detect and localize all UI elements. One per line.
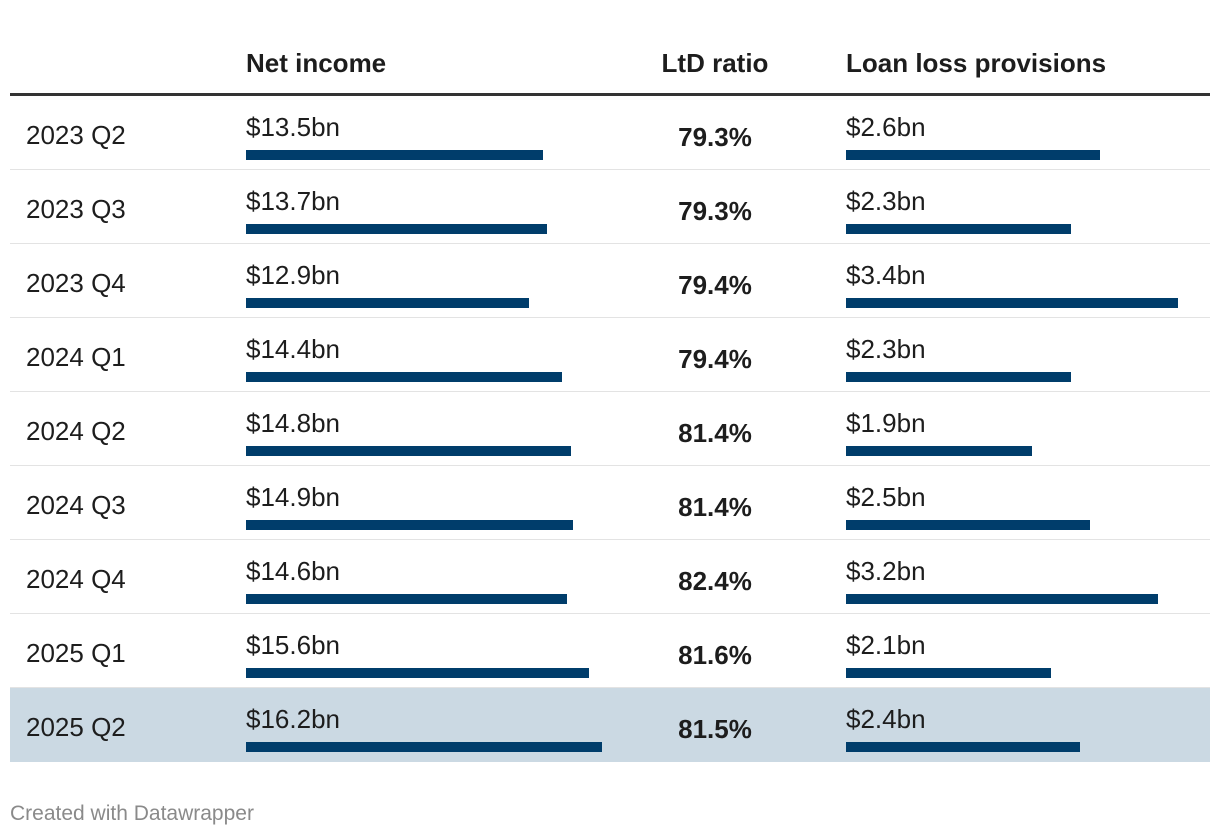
table-row: 2024 Q4 $14.6bn 82.4% $3.2bn [10, 540, 1210, 614]
row-period-label: 2025 Q1 [26, 638, 126, 668]
net-income-cell: $14.8bn [246, 408, 626, 458]
net-income-bar [246, 520, 574, 530]
loan-loss-provisions-value: $3.2bn [846, 556, 926, 586]
net-income-bar [246, 742, 602, 752]
net-income-value: $14.4bn [246, 334, 340, 364]
loan-loss-provisions-bar [846, 224, 1071, 234]
loan-loss-provisions-cell: $2.6bn [846, 112, 1191, 162]
loan-loss-provisions-bar [846, 520, 1091, 530]
net-income-value: $13.5bn [246, 112, 340, 142]
header-net-income: Net income [246, 48, 387, 78]
net-income-value: $14.9bn [246, 482, 340, 512]
header-ltd-ratio: LtD ratio [661, 48, 769, 78]
loan-loss-provisions-cell: $1.9bn [846, 408, 1191, 458]
net-income-value: $14.8bn [246, 408, 340, 438]
table-row: 2023 Q2 $13.5bn 79.3% $2.6bn [10, 96, 1210, 170]
net-income-bar [246, 372, 563, 382]
footer-credit: Created with Datawrapper [10, 802, 254, 825]
ltd-ratio-value: 79.3% [678, 196, 752, 226]
net-income-bar [246, 298, 530, 308]
net-income-bar [246, 594, 567, 604]
loan-loss-provisions-value: $2.6bn [846, 112, 926, 142]
row-period-label: 2024 Q1 [26, 342, 126, 372]
net-income-cell: $13.7bn [246, 186, 626, 236]
loan-loss-provisions-value: $2.3bn [846, 186, 926, 216]
net-income-value: $15.6bn [246, 630, 340, 660]
loan-loss-provisions-cell: $2.3bn [846, 186, 1191, 236]
ltd-ratio-value: 81.6% [678, 640, 752, 670]
row-period-label: 2024 Q3 [26, 490, 126, 520]
loan-loss-provisions-cell: $2.5bn [846, 482, 1191, 532]
net-income-value: $16.2bn [246, 704, 340, 734]
net-income-cell: $13.5bn [246, 112, 626, 162]
loan-loss-provisions-bar [846, 150, 1100, 160]
ltd-ratio-value: 79.4% [678, 270, 752, 300]
data-table: Net income LtD ratio Loan loss provision… [10, 38, 1210, 762]
row-period-label: 2023 Q3 [26, 194, 126, 224]
ltd-ratio-value: 82.4% [678, 566, 752, 596]
row-period-label: 2023 Q2 [26, 120, 126, 150]
loan-loss-provisions-bar [846, 446, 1032, 456]
net-income-cell: $12.9bn [246, 260, 626, 310]
row-period-label: 2024 Q2 [26, 416, 126, 446]
loan-loss-provisions-cell: $2.4bn [846, 704, 1191, 754]
net-income-cell: $16.2bn [246, 704, 626, 754]
ltd-ratio-value: 81.5% [678, 714, 752, 744]
ltd-ratio-value: 81.4% [678, 492, 752, 522]
net-income-cell: $14.4bn [246, 334, 626, 384]
loan-loss-provisions-value: $1.9bn [846, 408, 926, 438]
loan-loss-provisions-value: $2.4bn [846, 704, 926, 734]
table-row: 2024 Q2 $14.8bn 81.4% $1.9bn [10, 392, 1210, 466]
loan-loss-provisions-cell: $2.1bn [846, 630, 1191, 680]
ltd-ratio-value: 79.4% [678, 344, 752, 374]
loan-loss-provisions-cell: $2.3bn [846, 334, 1191, 384]
loan-loss-provisions-value: $3.4bn [846, 260, 926, 290]
table-row: 2023 Q3 $13.7bn 79.3% $2.3bn [10, 170, 1210, 244]
loan-loss-provisions-bar [846, 298, 1178, 308]
net-income-bar [246, 668, 589, 678]
net-income-value: $14.6bn [246, 556, 340, 586]
row-period-label: 2024 Q4 [26, 564, 126, 594]
loan-loss-provisions-value: $2.1bn [846, 630, 926, 660]
loan-loss-provisions-bar [846, 372, 1071, 382]
loan-loss-provisions-bar [846, 594, 1159, 604]
loan-loss-provisions-bar [846, 742, 1081, 752]
net-income-value: $12.9bn [246, 260, 340, 290]
table-row: 2025 Q1 $15.6bn 81.6% $2.1bn [10, 614, 1210, 688]
ltd-ratio-value: 81.4% [678, 418, 752, 448]
table-header: Net income LtD ratio Loan loss provision… [10, 38, 1210, 96]
loan-loss-provisions-value: $2.5bn [846, 482, 926, 512]
header-loan-loss-provisions: Loan loss provisions [846, 48, 1107, 78]
table-body: 2023 Q2 $13.5bn 79.3% $2.6bn 2023 Q3 $13.7bn 7… [10, 96, 1210, 762]
row-period-label: 2023 Q4 [26, 268, 126, 298]
loan-loss-provisions-bar [846, 668, 1052, 678]
net-income-bar [246, 224, 548, 234]
net-income-cell: $14.6bn [246, 556, 626, 606]
net-income-cell: $15.6bn [246, 630, 626, 680]
loan-loss-provisions-cell: $3.4bn [846, 260, 1191, 310]
net-income-bar [246, 150, 543, 160]
row-period-label: 2025 Q2 [26, 712, 126, 742]
net-income-value: $13.7bn [246, 186, 340, 216]
loan-loss-provisions-value: $2.3bn [846, 334, 926, 364]
table-row: 2023 Q4 $12.9bn 79.4% $3.4bn [10, 244, 1210, 318]
loan-loss-provisions-cell: $3.2bn [846, 556, 1191, 606]
table-row: 2025 Q2 $16.2bn 81.5% $2.4bn [10, 688, 1210, 762]
table-row: 2024 Q3 $14.9bn 81.4% $2.5bn [10, 466, 1210, 540]
net-income-cell: $14.9bn [246, 482, 626, 532]
net-income-bar [246, 446, 572, 456]
ltd-ratio-value: 79.3% [678, 122, 752, 152]
table-row: 2024 Q1 $14.4bn 79.4% $2.3bn [10, 318, 1210, 392]
